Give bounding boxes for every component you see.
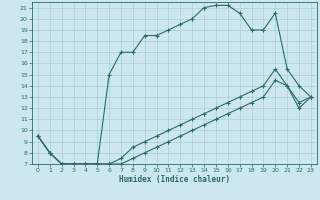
X-axis label: Humidex (Indice chaleur): Humidex (Indice chaleur) xyxy=(119,175,230,184)
